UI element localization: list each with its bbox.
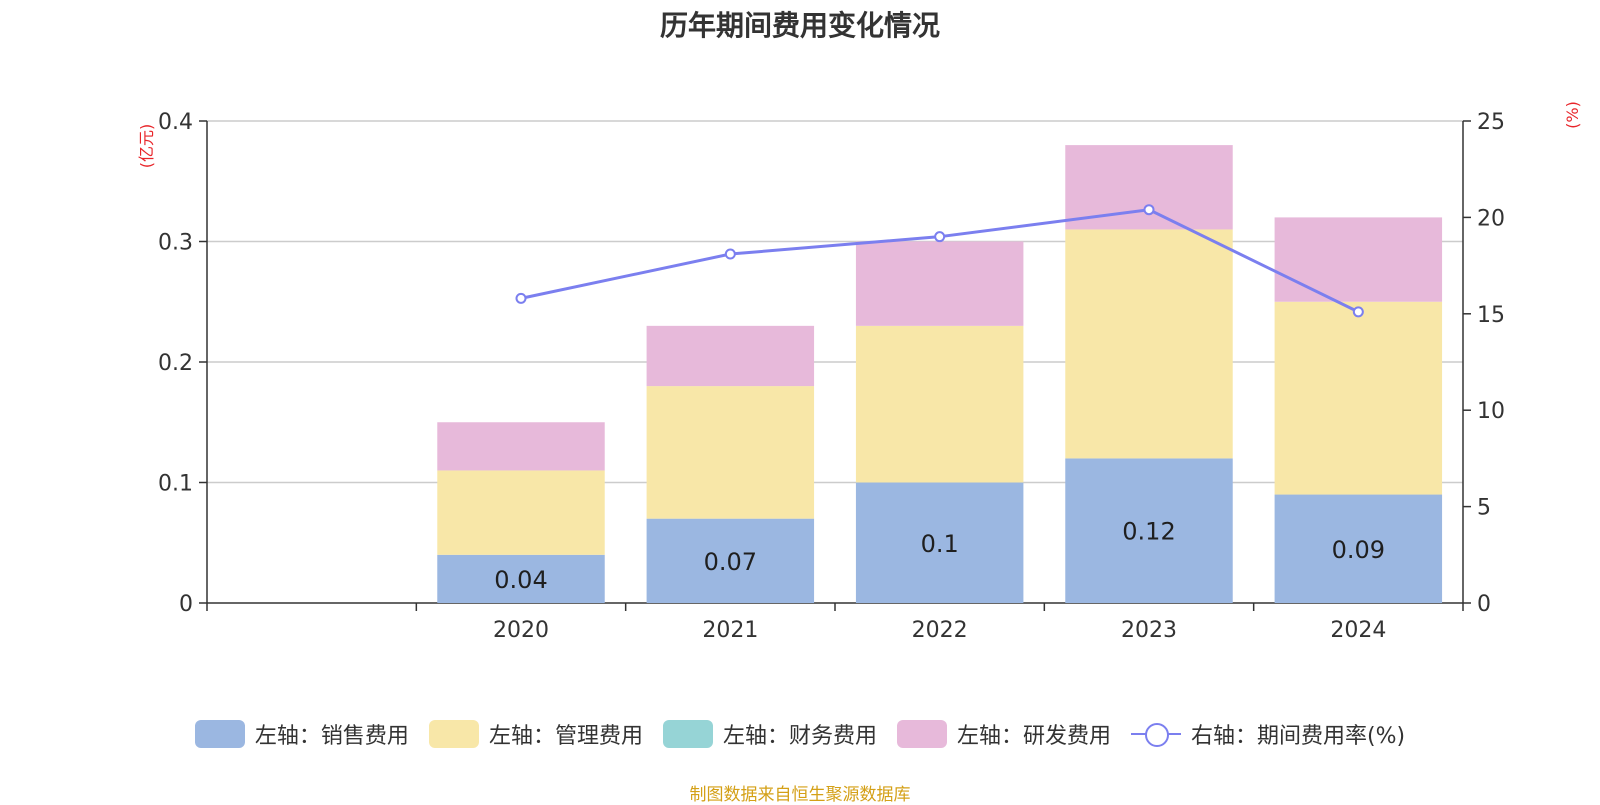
bar-segment: [437, 422, 605, 471]
bar-segment: [855, 241, 1024, 326]
legend-swatch-finance: [662, 720, 713, 748]
right-axis-tick-label: 20: [1477, 206, 1505, 231]
legend-label-admin: 左轴：管理费用: [488, 724, 643, 749]
left-axis-tick-label: 0.2: [158, 351, 193, 376]
legend-item-rate[interactable]: 右轴：期间费用率(%): [1130, 718, 1406, 750]
legend-swatch-admin: [428, 720, 479, 748]
data-label: 0.09: [1332, 536, 1385, 564]
bar-segment: [437, 554, 605, 603]
bar-segment: [1274, 217, 1443, 302]
left-axis-tick-label: 0.4: [158, 110, 193, 135]
data-label: 0.12: [1122, 518, 1175, 546]
rate-point: [934, 231, 946, 243]
bar-segment: [646, 518, 815, 603]
bar-segment: [1274, 301, 1443, 495]
x-axis-tick-label: 2021: [702, 618, 758, 643]
left-axis-unit: (亿元): [137, 124, 156, 169]
rate-point: [1352, 306, 1364, 318]
legend-label-sales: 左轴：销售费用: [254, 724, 409, 749]
left-axis-tick-label: 0.3: [158, 231, 193, 256]
legend-label-finance: 左轴：财务费用: [722, 724, 877, 749]
legend-swatch-rate: [1130, 720, 1181, 748]
legend-swatch-rnd: [896, 720, 947, 748]
bar-segment: [646, 325, 815, 387]
legend-label-rnd: 左轴：研发费用: [956, 724, 1111, 749]
rate-point: [1143, 204, 1155, 216]
legend-swatch-sales: [194, 720, 245, 748]
bar-segment: [1065, 229, 1233, 459]
data-label: 0.04: [494, 566, 547, 594]
right-axis-tick-label: 15: [1477, 303, 1505, 328]
bar-segment: [1274, 494, 1443, 603]
legend-item-admin[interactable]: 左轴：管理费用: [428, 718, 643, 750]
bar-segment: [855, 325, 1024, 483]
legend: 左轴：销售费用 左轴：管理费用 左轴：财务费用 左轴：研发费用 右轴：期间费用率…: [0, 718, 1600, 750]
right-axis-tick-label: 25: [1477, 110, 1505, 135]
bar-segment: [1065, 458, 1233, 603]
bar-segment: [437, 470, 605, 555]
x-axis-tick-label: 2023: [1121, 618, 1177, 643]
legend-item-sales[interactable]: 左轴：销售费用: [194, 718, 409, 750]
x-axis-tick-label: 2020: [493, 618, 549, 643]
right-axis-tick-label: 10: [1477, 399, 1505, 424]
right-axis-unit: (%): [1563, 101, 1582, 129]
right-axis-tick-label: 5: [1477, 496, 1491, 521]
left-axis-tick-label: 0.1: [158, 472, 193, 497]
rate-point: [515, 292, 527, 304]
x-axis-tick-label: 2022: [912, 618, 968, 643]
right-axis-tick-label: 0: [1477, 592, 1491, 617]
bar-segment: [646, 386, 815, 519]
data-label: 0.07: [704, 548, 757, 576]
chart-title: 历年期间费用变化情况: [659, 9, 940, 42]
bar-segment: [855, 482, 1024, 603]
left-axis-tick-label: 0: [179, 592, 193, 617]
rate-point: [724, 248, 736, 260]
legend-label-rate: 右轴：期间费用率(%): [1190, 724, 1406, 749]
data-label: 0.1: [921, 530, 959, 558]
x-axis-tick-label: 2024: [1330, 618, 1386, 643]
source-note: 制图数据来自恒生聚源数据库: [689, 785, 911, 805]
legend-item-finance[interactable]: 左轴：财务费用: [662, 718, 877, 750]
legend-item-rnd[interactable]: 左轴：研发费用: [896, 718, 1111, 750]
